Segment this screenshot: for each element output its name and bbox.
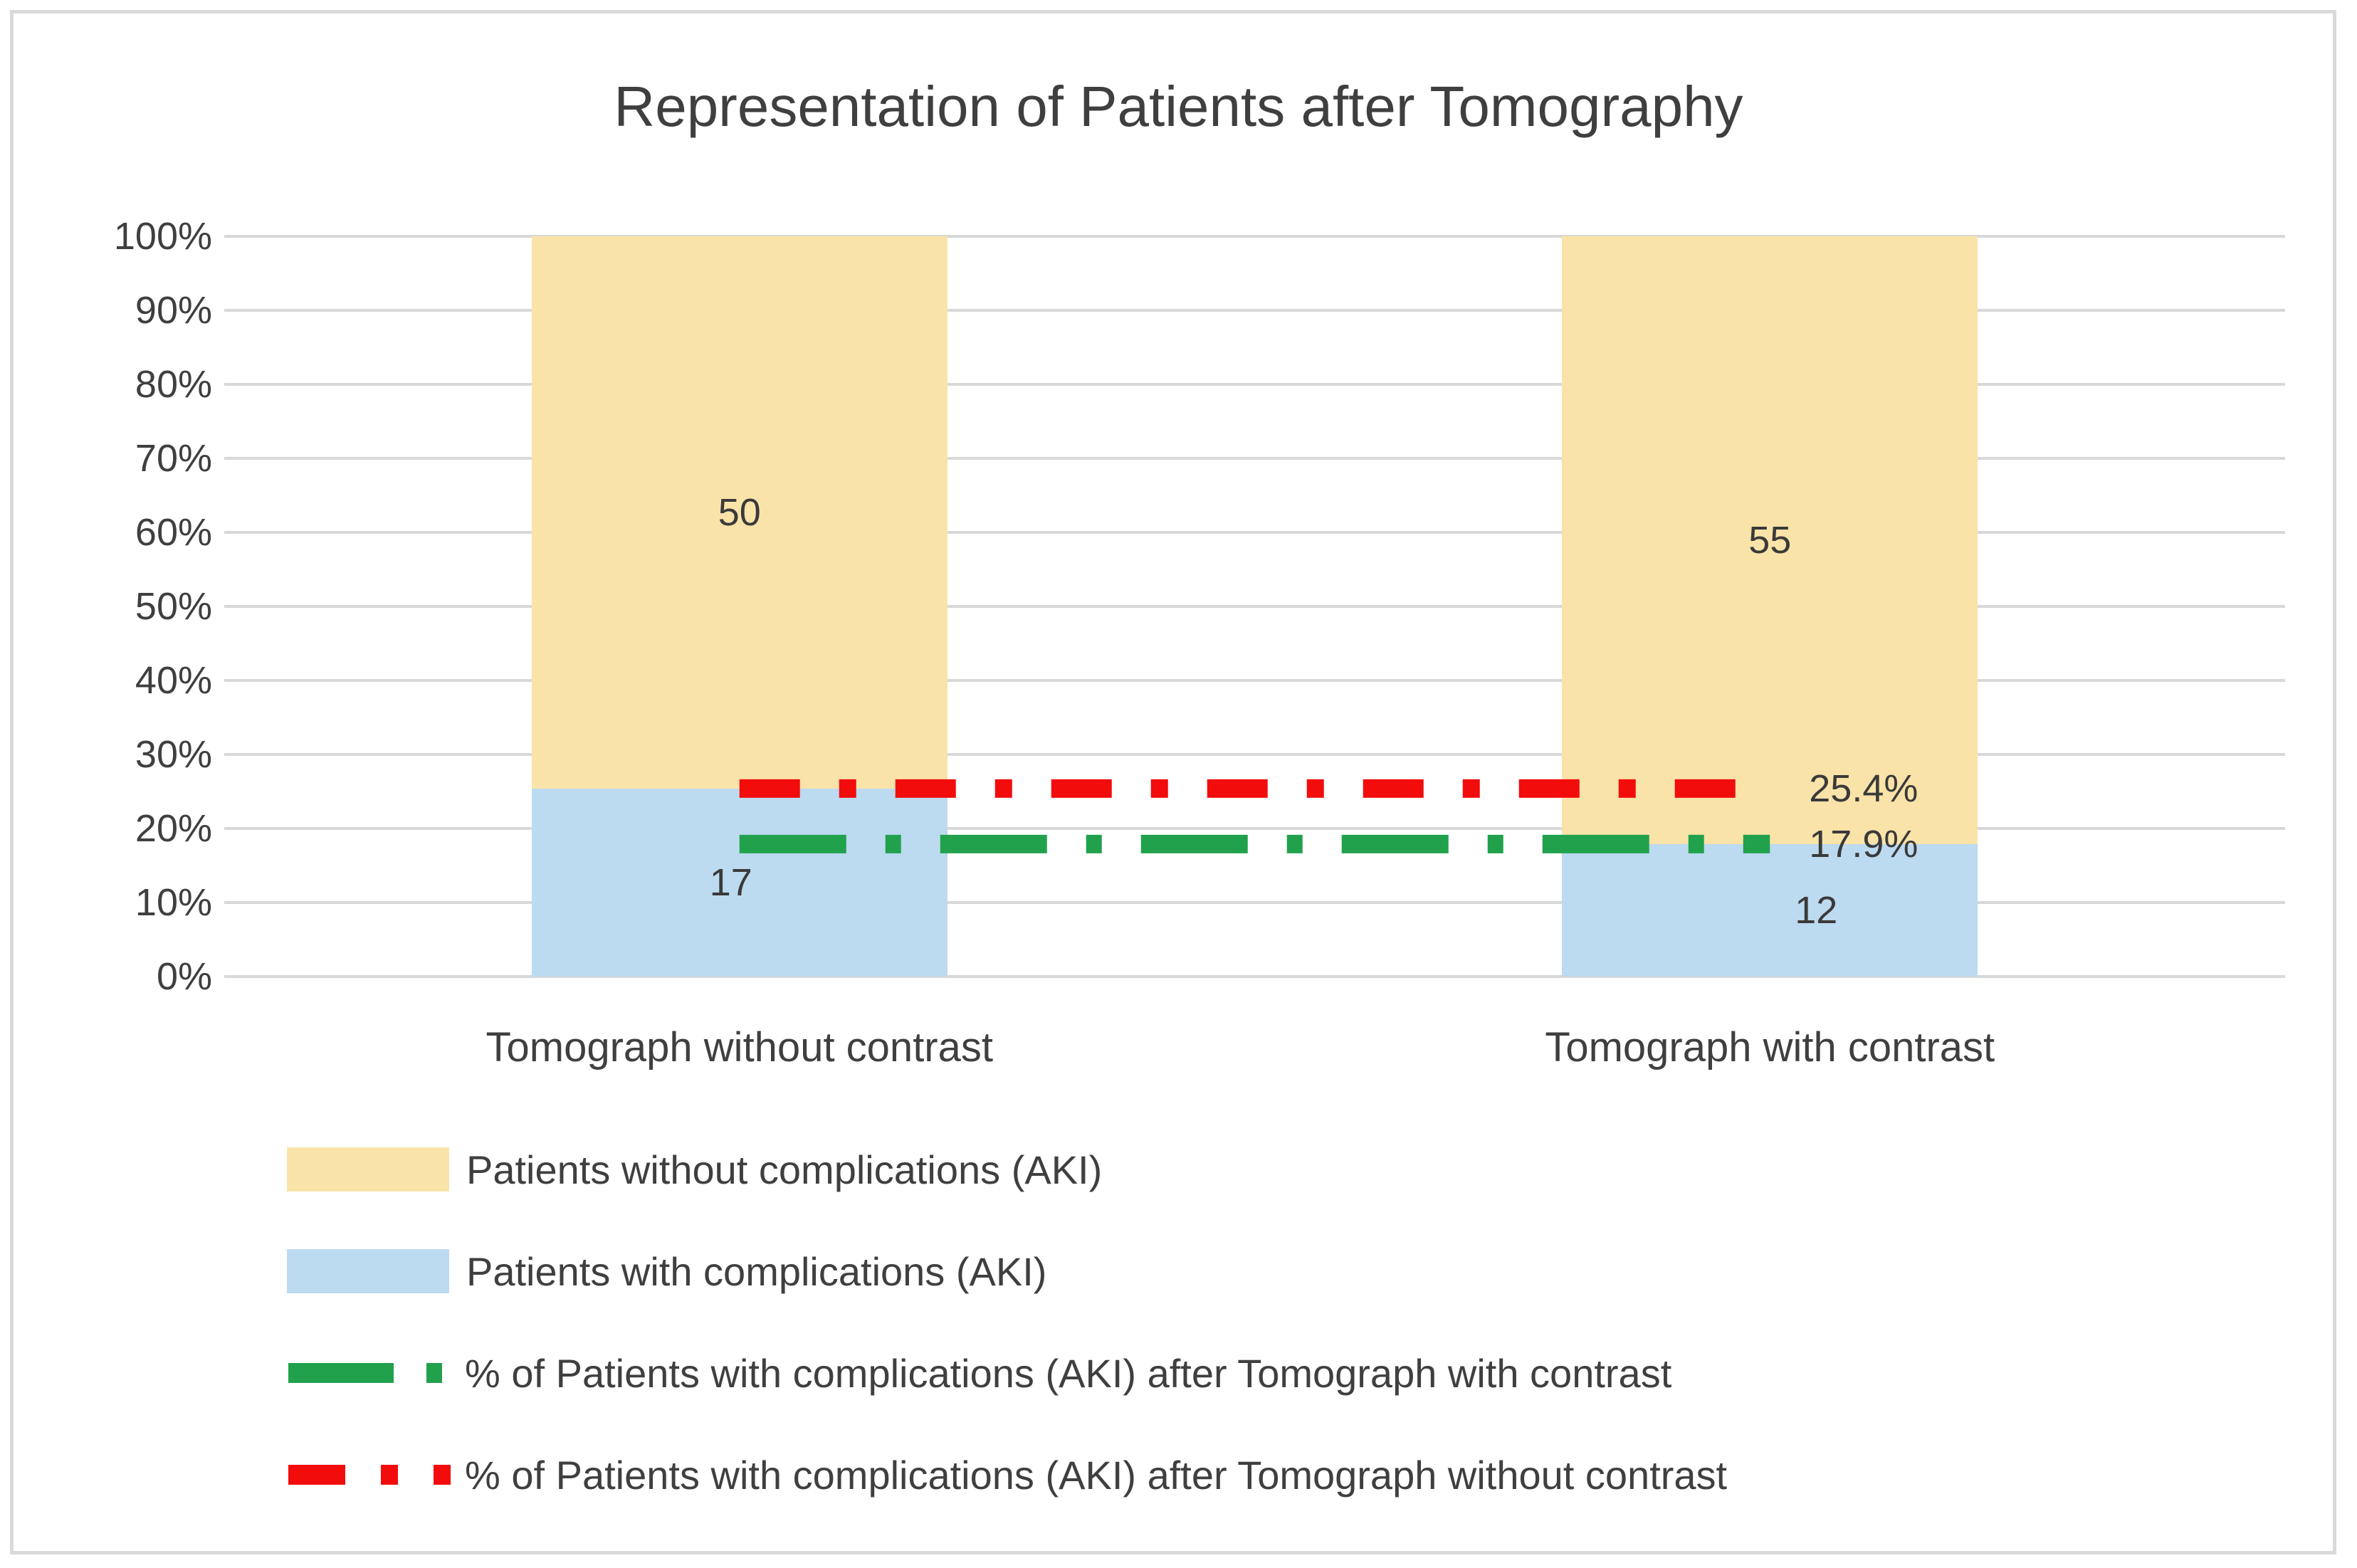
- y-axis-tick-label: 70%: [135, 437, 212, 480]
- gridline: [224, 679, 2285, 682]
- legend-item: % of Patients with complications (AKI) a…: [287, 1341, 1671, 1405]
- legend-swatch-icon: [287, 1147, 449, 1191]
- bar-segment-with-complications: [531, 788, 947, 977]
- legend-item-label: % of Patients with complications (AKI) a…: [465, 1452, 1728, 1498]
- y-axis-tick-label: 100%: [113, 215, 212, 258]
- bar-segment-without-complications: [1562, 236, 1978, 844]
- y-axis-tick-label: 50%: [135, 585, 212, 628]
- gridline: [224, 457, 2285, 460]
- bar-value-label: 17: [709, 861, 752, 904]
- gridline: [224, 605, 2285, 608]
- legend-item: % of Patients with complications (AKI) a…: [287, 1443, 1727, 1507]
- gridline: [224, 901, 2285, 904]
- x-axis-category-label: Tomograph without contrast: [485, 1024, 993, 1070]
- bar-segment-with-complications: [1562, 843, 1978, 977]
- y-axis-tick-label: 40%: [135, 659, 212, 702]
- gridline: [224, 309, 2285, 312]
- legend-item-label: Patients with complications (AKI): [466, 1248, 1047, 1294]
- y-axis-tick-label: 10%: [135, 881, 212, 924]
- line-percent-label: 25.4%: [1809, 767, 1918, 810]
- legend-item: Patients without complications (AKI): [287, 1137, 1102, 1201]
- bar-segment-without-complications: [531, 236, 947, 789]
- legend-item: Patients with complications (AKI): [287, 1239, 1046, 1303]
- gridline: [224, 235, 2285, 238]
- y-axis-tick-label: 0%: [156, 955, 212, 998]
- line-series-layer: [739, 779, 1770, 853]
- legend-item-label: % of Patients with complications (AKI) a…: [465, 1350, 1672, 1396]
- gridline: [224, 531, 2285, 534]
- plot-area: 100% 90% 80% 70% 60% 50% 40% 30% 20% 10% 0% 50 17 55 1…: [114, 215, 2285, 998]
- legend-dashed-line-icon: [288, 1363, 451, 1383]
- legend-swatch-icon: [287, 1249, 449, 1293]
- y-axis-tick-label: 60%: [135, 511, 212, 554]
- y-axis-tick-label: 30%: [135, 733, 212, 776]
- chart-title: Representation of Patients after Tomogra…: [614, 75, 1743, 138]
- line-percent-label: 17.9%: [1809, 822, 1918, 865]
- x-axis-category-label: Tomograph with contrast: [1545, 1024, 1995, 1070]
- bar-value-label: 55: [1748, 518, 1792, 562]
- legend-dashed-line-icon: [288, 1465, 451, 1485]
- bar-value-label: 50: [718, 490, 761, 534]
- gridline: [224, 827, 2285, 830]
- legend-item-label: Patients without complications (AKI): [466, 1147, 1103, 1192]
- gridline: [224, 753, 2285, 756]
- bar-value-label: 12: [1795, 888, 1838, 932]
- gridline: [224, 383, 2285, 386]
- y-axis-tick-label: 90%: [135, 289, 212, 332]
- y-axis-tick-label: 20%: [135, 807, 212, 850]
- gridline: [224, 975, 2285, 978]
- y-axis-tick-label: 80%: [135, 363, 212, 406]
